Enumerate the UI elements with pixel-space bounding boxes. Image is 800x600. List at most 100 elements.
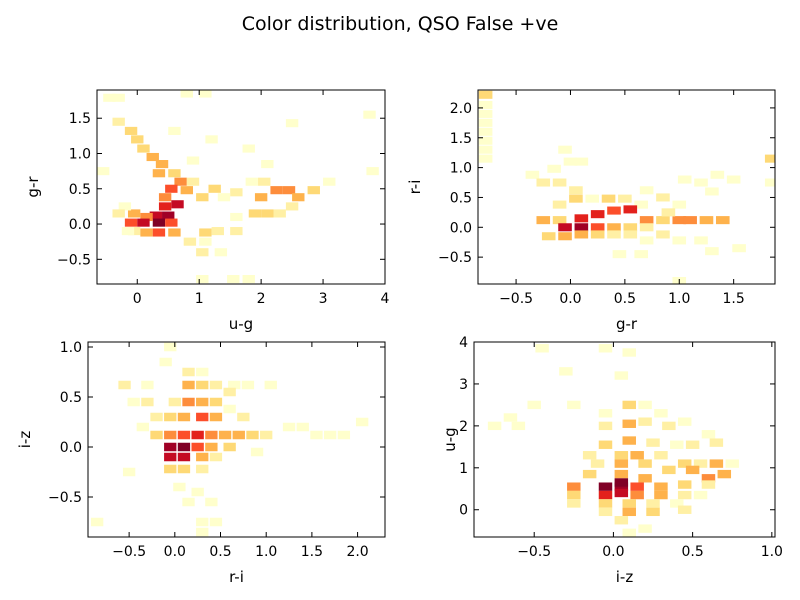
- heatmap-cell: [199, 90, 212, 98]
- heatmap-cell: [662, 421, 676, 431]
- heatmap-cell: [623, 205, 638, 214]
- x-tick-label: 0.0: [164, 544, 186, 560]
- subplot-4: −0.5 0.0 0.5 1.0 0 1 2 3 4 i-z u-g: [441, 335, 783, 586]
- heatmap-cell: [159, 357, 172, 367]
- heatmap-cell: [614, 478, 629, 487]
- heatmap-cell: [585, 194, 600, 203]
- heatmap-cell: [127, 397, 140, 407]
- heatmap-cell: [196, 527, 209, 537]
- heatmap-cell: [590, 210, 605, 219]
- x-tick-label: 1.5: [723, 291, 745, 307]
- heatmap-cell: [149, 211, 163, 220]
- heatmap-cell: [186, 177, 200, 186]
- heatmap-cell: [662, 465, 676, 475]
- heatmap-cell: [137, 144, 150, 153]
- heatmap-cell: [209, 397, 223, 407]
- x-tick-label: 0.5: [614, 291, 636, 307]
- x-tick-label: 0.0: [559, 291, 581, 307]
- heatmap-cell: [177, 452, 191, 462]
- heatmap-cell: [323, 177, 336, 186]
- heatmap-cell: [214, 248, 228, 257]
- heatmap-cell: [670, 499, 684, 508]
- heatmap-cell: [223, 404, 236, 414]
- subplot-1: 0 1 2 3 4 −0.5 0.0 0.5 1.0 1.5 u-g g-r: [24, 89, 390, 333]
- heatmap-cell: [228, 380, 241, 390]
- heatmap-cell: [598, 421, 613, 431]
- heatmap-cell: [127, 209, 141, 218]
- heatmap-cell: [622, 348, 636, 357]
- heatmap-cell: [227, 275, 240, 284]
- heatmap-cell: [292, 193, 305, 202]
- heatmap-cell: [177, 412, 191, 422]
- heatmap-cell: [622, 499, 636, 508]
- heatmap-cell: [478, 118, 493, 127]
- y-tick-label: 1.0: [69, 146, 91, 162]
- heatmap-cell: [164, 442, 177, 452]
- heatmap-cell: [634, 250, 648, 259]
- heatmap-cell: [717, 469, 732, 479]
- heatmap-cell: [223, 442, 236, 452]
- heatmap-cell: [638, 474, 652, 483]
- heatmap-cell: [152, 218, 166, 227]
- heatmap-cell: [694, 236, 708, 245]
- x-tick-label: −0.5: [517, 544, 551, 560]
- heatmap-cell: [230, 188, 243, 197]
- heatmap-cell: [232, 430, 245, 440]
- heatmap-cell: [196, 412, 209, 422]
- heatmap-cell: [558, 232, 572, 241]
- heatmap-cell: [535, 344, 549, 353]
- heatmap-cell: [614, 488, 629, 498]
- heatmap-cell: [622, 436, 636, 445]
- heatmap-cell: [112, 93, 125, 102]
- heatmap-cell: [701, 474, 716, 483]
- heatmap-cell: [242, 144, 255, 153]
- heatmap-cell: [654, 482, 668, 491]
- heatmap-cell: [182, 397, 195, 407]
- heatmap-cell: [590, 223, 605, 232]
- heatmap-cell: [180, 90, 193, 98]
- heatmap-cell: [677, 175, 692, 184]
- heatmap-cell: [598, 507, 613, 517]
- heatmap-cell: [191, 487, 204, 497]
- heatmap-cell: [709, 459, 724, 468]
- heatmap-cell: [646, 438, 660, 447]
- x-tick-label: 1.5: [301, 544, 323, 560]
- y-tick-label: 0.0: [60, 440, 82, 456]
- heatmap-cell: [140, 228, 153, 237]
- heatmap-cell: [614, 516, 629, 525]
- heatmap-cell: [285, 119, 299, 128]
- heatmap-cell: [590, 230, 605, 239]
- heatmap-cell: [709, 438, 724, 447]
- heatmap-cell: [614, 451, 629, 460]
- heatmap-cell: [677, 417, 692, 426]
- heatmap-cell: [478, 90, 493, 99]
- y-tick-label: 1.0: [60, 340, 82, 356]
- heatmap-cell: [656, 230, 670, 239]
- heatmap-cell: [598, 482, 613, 491]
- heatmap-cell: [177, 430, 191, 440]
- heatmap-cell: [623, 223, 638, 232]
- heatmap-cell: [196, 193, 209, 202]
- heatmap-cell: [693, 459, 708, 468]
- heatmap-cell: [90, 517, 104, 527]
- heatmap-cell: [242, 275, 255, 284]
- x-axis-label: u-g: [229, 315, 253, 333]
- heatmap-cell: [725, 459, 739, 468]
- heatmap-cell: [209, 517, 223, 527]
- heatmap-cell: [478, 154, 493, 163]
- heatmap-cell: [223, 387, 236, 397]
- heatmap-cell: [97, 167, 110, 176]
- heatmap-cell: [324, 430, 337, 440]
- heatmap-cell: [701, 430, 716, 439]
- heatmap-cell: [693, 490, 708, 500]
- heatmap-cell: [677, 505, 692, 514]
- heatmap-cell: [547, 164, 561, 173]
- heatmap-cell: [209, 412, 223, 422]
- axes-frame: [477, 89, 776, 285]
- y-tick-label: 3: [459, 377, 468, 393]
- heatmap-cell: [182, 380, 195, 390]
- heatmap-cell: [141, 380, 154, 390]
- heatmap-cell: [199, 237, 212, 246]
- heatmap-cell: [196, 452, 209, 462]
- heatmap-cell: [638, 400, 652, 410]
